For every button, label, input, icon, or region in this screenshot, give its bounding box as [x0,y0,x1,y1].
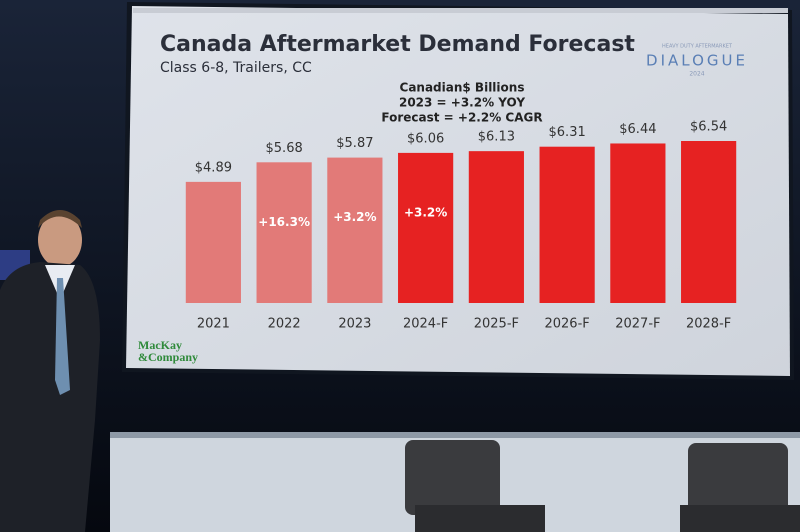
speaker-tie [55,278,70,395]
bar [185,181,241,303]
growth-label: +16.3% [258,215,310,229]
value-label: $6.06 [407,131,444,146]
event-name: DIALOGUE [646,52,748,70]
stage-edge [110,432,800,438]
value-label: $6.31 [549,125,586,140]
plot: 2021 $4.89 2022 $5.68 +16.3% 2023 $5.87 +3.2% 20… [185,120,737,332]
chart-note: 2023 = +3.2% YOY [399,96,525,110]
bar [539,146,595,303]
bar [468,151,524,303]
growth-label: +3.2% [333,210,376,224]
bar [610,143,666,303]
x-tick-label: 2023 [338,317,371,332]
chart-subtitle: Class 6-8, Trailers, CC [160,60,312,76]
x-tick-label: 2027-F [615,317,660,332]
bar [256,162,312,303]
x-tick-label: 2028-F [686,317,731,332]
source-logo: MacKay [138,338,182,352]
speaker-head [38,213,82,267]
event-year: 2024 [689,71,704,78]
bar [681,141,737,303]
x-tick-label: 2025-F [474,317,519,332]
x-tick-label: 2022 [268,317,301,332]
event-tagline: HEAVY DUTY AFTERMARKET [662,44,733,50]
value-label: $5.68 [266,141,303,156]
speaker-hair [38,210,82,228]
source-logo: &Company [138,350,198,364]
value-label: $6.13 [478,130,515,145]
x-tick-label: 2021 [197,317,230,332]
value-label: $4.89 [195,160,232,175]
chart-note: Forecast = +2.2% CAGR [381,111,542,125]
bar [327,157,383,303]
chair [688,443,788,513]
value-label: $6.44 [619,122,656,137]
chair-seat [415,505,545,532]
bar [398,152,454,303]
value-label: $6.54 [690,120,727,135]
growth-label: +3.2% [404,205,447,219]
value-label: $5.87 [336,136,373,151]
x-tick-label: 2024-F [403,317,448,332]
chair [405,440,500,515]
screen-top-bar [133,8,788,13]
chair-seat [680,505,800,532]
chart-title: Canada Aftermarket Demand Forecast [160,32,635,57]
chart-note: Canadian$ Billions [400,81,525,95]
x-tick-label: 2026-F [544,317,589,332]
speaker-body [0,262,100,532]
